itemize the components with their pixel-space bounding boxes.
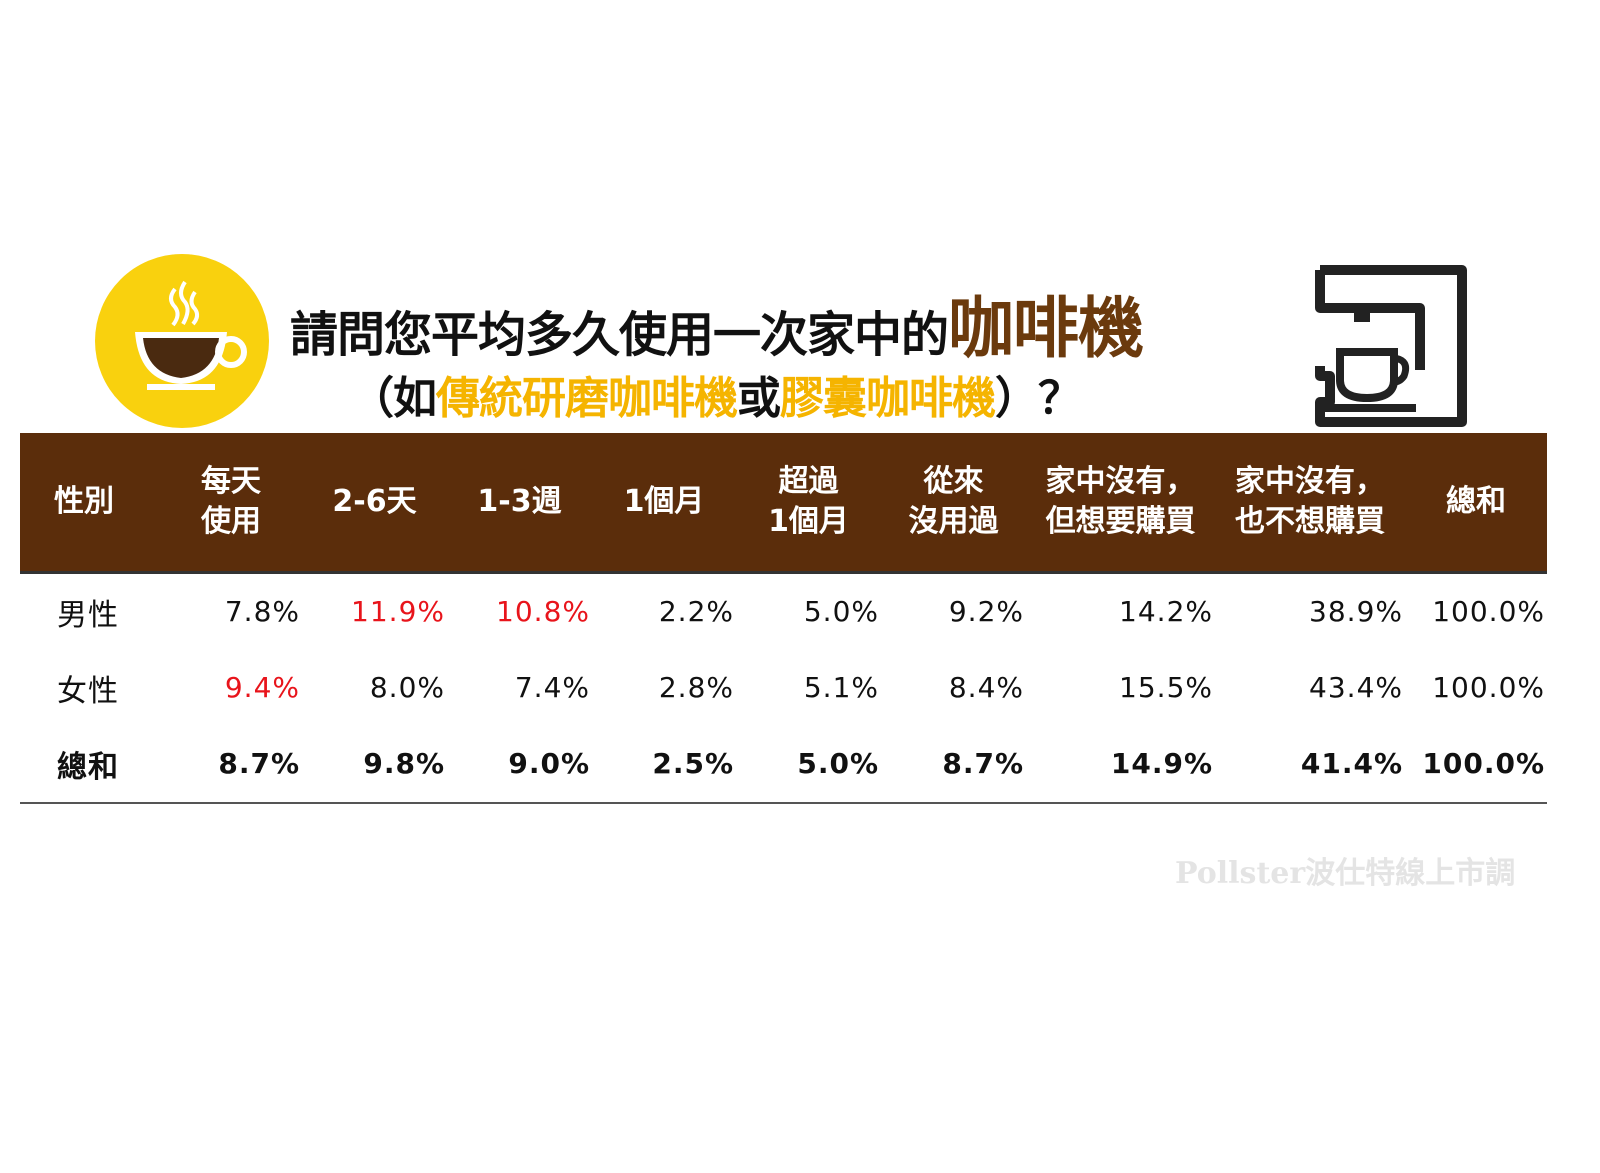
column-header: 超過 1個月 [736, 433, 881, 574]
table-cell: 100.0% [1432, 671, 1545, 704]
table-cell: 38.9% [1309, 595, 1403, 628]
usage-table: 性別 每天 使用 2-6天 1-3週 1個月 超過 1個月 從來 沒用過 家中沒有， 但想要購… [20, 433, 1547, 804]
title-close: ）？ [995, 373, 1082, 424]
table-row: 總和 8.7% 9.8% 9.0% 2.5% 5.0% 8.7% 14.9% 41.4% 100.… [20, 725, 1547, 804]
column-header: 性別 [20, 433, 160, 574]
table-cell: 8.4% [948, 671, 1024, 704]
title-line-1: 請問您平均多久使用一次家中的咖啡機 [290, 275, 1144, 371]
table-cell: 10.8% [496, 595, 590, 628]
table-cell: 2.8% [658, 671, 734, 704]
table-cell: 9.8% [302, 725, 447, 804]
column-header: 2-6天 [302, 433, 447, 574]
column-header: 從來 沒用過 [881, 433, 1026, 574]
table-cell: 43.4% [1309, 671, 1403, 704]
table-cell: 8.7% [881, 725, 1026, 804]
table-cell: 8.0% [369, 671, 445, 704]
table-cell: 7.8% [224, 595, 300, 628]
column-header: 每天 使用 [160, 433, 302, 574]
coffee-machine-icon [1310, 262, 1470, 434]
table-cell: 2.2% [658, 595, 734, 628]
title-mid: 或 [737, 373, 781, 424]
table-cell: 15.5% [1119, 671, 1213, 704]
title-prefix: 請問您平均多久使用一次家中的 [290, 307, 949, 363]
table-cell: 100.0% [1405, 725, 1547, 804]
table-cell: 5.1% [803, 671, 879, 704]
title-line-2: （如傳統研磨咖啡機或膠囊咖啡機）？ [350, 362, 1082, 426]
table-cell: 41.4% [1215, 725, 1405, 804]
column-header: 1-3週 [447, 433, 592, 574]
title-open: （如 [350, 373, 437, 424]
table-cell: 5.0% [803, 595, 879, 628]
column-header: 總和 [1405, 433, 1547, 574]
table-cell: 100.0% [1432, 595, 1545, 628]
column-header: 1個月 [592, 433, 736, 574]
table-header-row: 性別 每天 使用 2-6天 1-3週 1個月 超過 1個月 從來 沒用過 家中沒有， 但想要購… [20, 433, 1547, 574]
title-highlight-1: 傳統研磨咖啡機 [436, 373, 738, 424]
table-cell: 9.2% [948, 595, 1024, 628]
table-cell: 14.2% [1119, 595, 1213, 628]
table-cell: 5.0% [736, 725, 881, 804]
table-cell: 9.0% [447, 725, 592, 804]
row-label: 女性 [57, 673, 119, 709]
title-highlight-2: 膠囊咖啡機 [780, 373, 996, 424]
table-cell: 11.9% [351, 595, 445, 628]
table-cell: 2.5% [592, 725, 736, 804]
column-header: 家中沒有， 也不想購買 [1215, 433, 1405, 574]
table-row: 女性 9.4% 8.0% 7.4% 2.8% 5.1% 8.4% 15.5% 43.4% 100.… [20, 650, 1547, 726]
title-brand: 咖啡機 [948, 290, 1144, 367]
row-label: 男性 [57, 597, 119, 633]
table-row: 男性 7.8% 11.9% 10.8% 2.2% 5.0% 9.2% 14.2% 38.9% 10… [20, 572, 1547, 650]
table-cell: 9.4% [224, 671, 300, 704]
column-header: 家中沒有， 但想要購買 [1026, 433, 1215, 574]
row-label: 總和 [20, 725, 160, 804]
watermark: Pollster波仕特線上市調 [1175, 856, 1516, 891]
table-cell: 7.4% [514, 671, 590, 704]
table-cell: 14.9% [1026, 725, 1215, 804]
table-cell: 8.7% [160, 725, 302, 804]
coffee-cup-icon [95, 254, 269, 428]
